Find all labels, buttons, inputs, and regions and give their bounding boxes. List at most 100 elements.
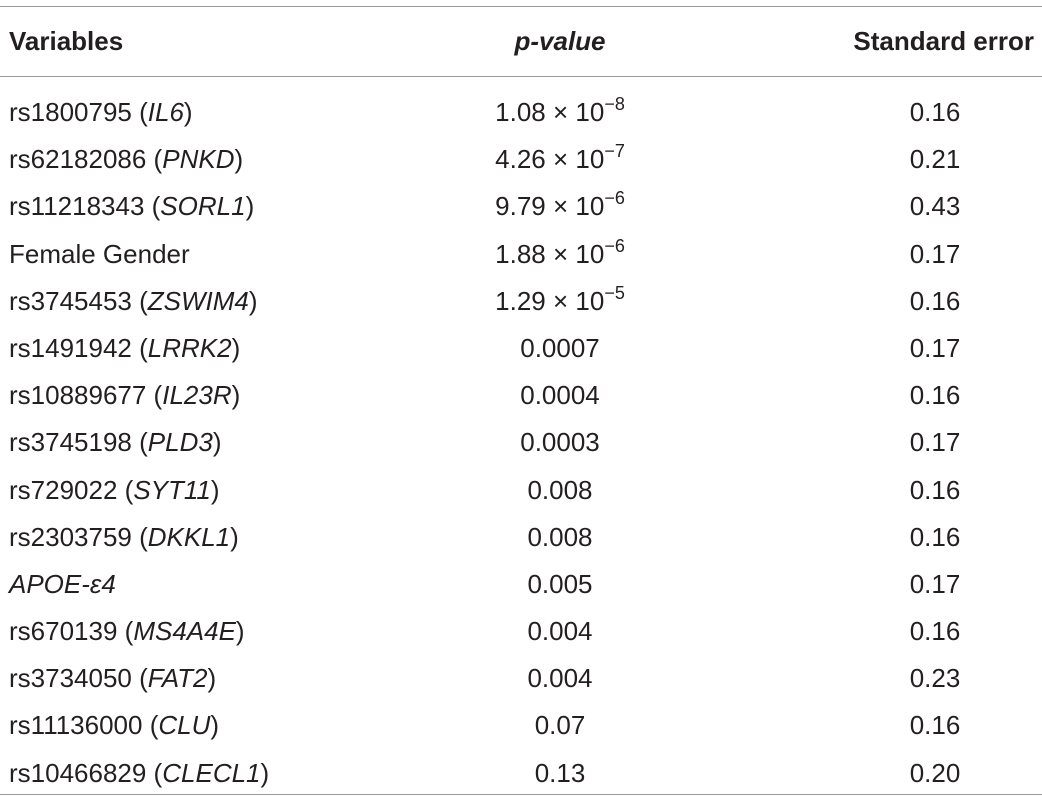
p-value-cell: 4.26 × 10−7: [390, 136, 730, 183]
variable-cell: rs1491942 (LRRK2): [9, 325, 240, 372]
gene-name: DKKL1: [147, 521, 231, 552]
variable-suffix: ): [183, 97, 193, 127]
standard-error-cell: 0.23: [909, 663, 961, 694]
variable-cell: rs3745198 (PLD3): [9, 419, 221, 466]
p-value-cell: 0.07: [390, 702, 730, 749]
p-value-exponent: −8: [604, 94, 625, 114]
table-row: rs729022 (SYT11) 0.008 0.16: [0, 467, 1042, 514]
standard-error-cell: 0.20: [909, 757, 961, 788]
p-value-plain: 0.07: [534, 710, 586, 741]
p-value-exponent: −5: [604, 282, 625, 303]
standard-error-cell: 0.16: [909, 616, 961, 647]
variable-cell: rs729022 (SYT11): [9, 467, 220, 514]
p-value-plain: 0.008: [527, 521, 593, 552]
p-value-mantissa: 1.88 × 10: [495, 238, 605, 269]
table-bottom-rule: [0, 794, 1042, 795]
standard-error-cell: 0.16: [909, 710, 961, 741]
gene-name: IL23R: [162, 380, 232, 411]
p-value-mantissa: 1.08 × 10: [495, 97, 605, 127]
p-value-exponent: −7: [604, 141, 625, 162]
p-value-plain: 0.0007: [520, 332, 600, 363]
variable-prefix: rs3745453 (: [9, 285, 148, 316]
standard-error-cell: 0.17: [909, 568, 961, 599]
table-body: rs1800795 (IL6) 1.08 × 10−8 0.16 rs62182…: [0, 89, 1042, 797]
p-value-cell: 9.79 × 10−6: [390, 183, 730, 230]
table-row: rs3745198 (PLD3) 0.0003 0.17: [0, 419, 1042, 466]
variable-cell: rs3745453 (ZSWIM4): [9, 278, 258, 325]
header-variables: Variables: [9, 26, 124, 56]
standard-error-cell: 0.17: [909, 332, 961, 363]
variable-suffix: ): [230, 521, 239, 552]
table-row: rs670139 (MS4A4E) 0.004 0.16: [0, 608, 1042, 655]
variable-cell: rs2303759 (DKKL1): [9, 514, 239, 561]
table-header-row: Variables p-value Standard error: [0, 6, 1042, 76]
gene-name: ZSWIM4: [147, 285, 249, 316]
table-row: rs1800795 (IL6) 1.08 × 10−8 0.16: [0, 89, 1042, 136]
variable-prefix: rs2303759 (: [9, 521, 148, 552]
p-value-cell: 0.0004: [390, 372, 730, 419]
variable-suffix: ): [248, 285, 258, 316]
table-header-rule: [0, 76, 1042, 77]
variable-cell: APOE-ε4: [9, 561, 116, 608]
p-value-cell: 0.004: [390, 608, 730, 655]
standard-error-cell: 0.16: [909, 380, 961, 411]
variable-suffix: ): [231, 380, 241, 411]
variable-prefix: rs10889677 (: [9, 380, 163, 411]
p-value-cell: 1.08 × 10−8: [390, 89, 730, 136]
variable-suffix: ): [207, 663, 217, 694]
gene-name: CLU: [158, 710, 211, 741]
gene-name: PLD3: [147, 427, 213, 458]
variable-suffix: ): [210, 710, 220, 741]
variable-prefix: rs1491942 (: [9, 332, 148, 363]
p-value-plain: 0.004: [527, 663, 593, 694]
standard-error-cell: 0.17: [909, 427, 961, 458]
p-value-mantissa: 9.79 × 10: [495, 191, 605, 222]
p-value-cell: 0.13: [390, 750, 730, 797]
table-row: rs2303759 (DKKL1) 0.008 0.16: [0, 514, 1042, 561]
standard-error-cell: 0.21: [909, 144, 961, 175]
p-value-cell: 0.008: [390, 467, 730, 514]
p-value-mantissa: 4.26 × 10: [495, 144, 605, 175]
table-row: rs3734050 (FAT2) 0.004 0.23: [0, 655, 1042, 702]
gene-name: CLECL1: [162, 757, 261, 788]
variable-cell: rs3734050 (FAT2): [9, 655, 216, 702]
p-value-mantissa: 1.29 × 10: [495, 285, 605, 316]
variable-prefix: rs670139 (: [9, 616, 134, 647]
standard-error-cell: 0.43: [909, 191, 961, 222]
table-top-rule: [0, 6, 1042, 7]
standard-error-cell: 0.17: [909, 238, 961, 269]
p-value-cell: 0.008: [390, 514, 730, 561]
table-row: rs10889677 (IL23R) 0.0004 0.16: [0, 372, 1042, 419]
table-row: Female Gender 1.88 × 10−6 0.17: [0, 231, 1042, 278]
gene-name: PNKD: [162, 144, 235, 175]
variable-prefix: rs3745198 (: [9, 427, 148, 458]
table-row: rs3745453 (ZSWIM4) 1.29 × 10−5 0.16: [0, 278, 1042, 325]
table-row: rs1491942 (LRRK2) 0.0007 0.17: [0, 325, 1042, 372]
variable-suffix: ): [234, 144, 244, 175]
variable-prefix: rs11218343 (: [9, 191, 161, 222]
variable-prefix: rs3734050 (: [9, 663, 148, 694]
table-row: rs11218343 (SORL1) 9.79 × 10−6 0.43: [0, 183, 1042, 230]
variable-cell: Female Gender: [9, 231, 190, 278]
variable-suffix: ): [231, 332, 241, 363]
gene-name: IL6: [147, 97, 184, 127]
header-standard-error: Standard error: [853, 26, 1034, 56]
gene-name: FAT2: [147, 663, 208, 694]
variable-prefix: rs10466829 (: [9, 757, 163, 788]
p-value-plain: 0.0003: [520, 427, 600, 458]
p-value-cell: 0.0003: [390, 419, 730, 466]
variable-suffix: ): [210, 474, 220, 505]
gene-name: LRRK2: [147, 332, 232, 363]
gene-name: MS4A4E: [133, 616, 236, 647]
gene-name: SYT11: [133, 474, 211, 505]
p-value-plain: 0.008: [527, 474, 593, 505]
variable-cell: rs62182086 (PNKD): [9, 136, 243, 183]
variable-suffix: ): [260, 757, 270, 788]
table-row: rs10466829 (CLECL1) 0.13 0.20: [0, 750, 1042, 797]
header-p-value: p-value: [514, 26, 606, 56]
p-value-plain: 0.005: [527, 568, 593, 599]
p-value-cell: 1.29 × 10−5: [390, 278, 730, 325]
variable-cell: rs11218343 (SORL1): [9, 183, 254, 230]
p-value-cell: 0.005: [390, 561, 730, 608]
